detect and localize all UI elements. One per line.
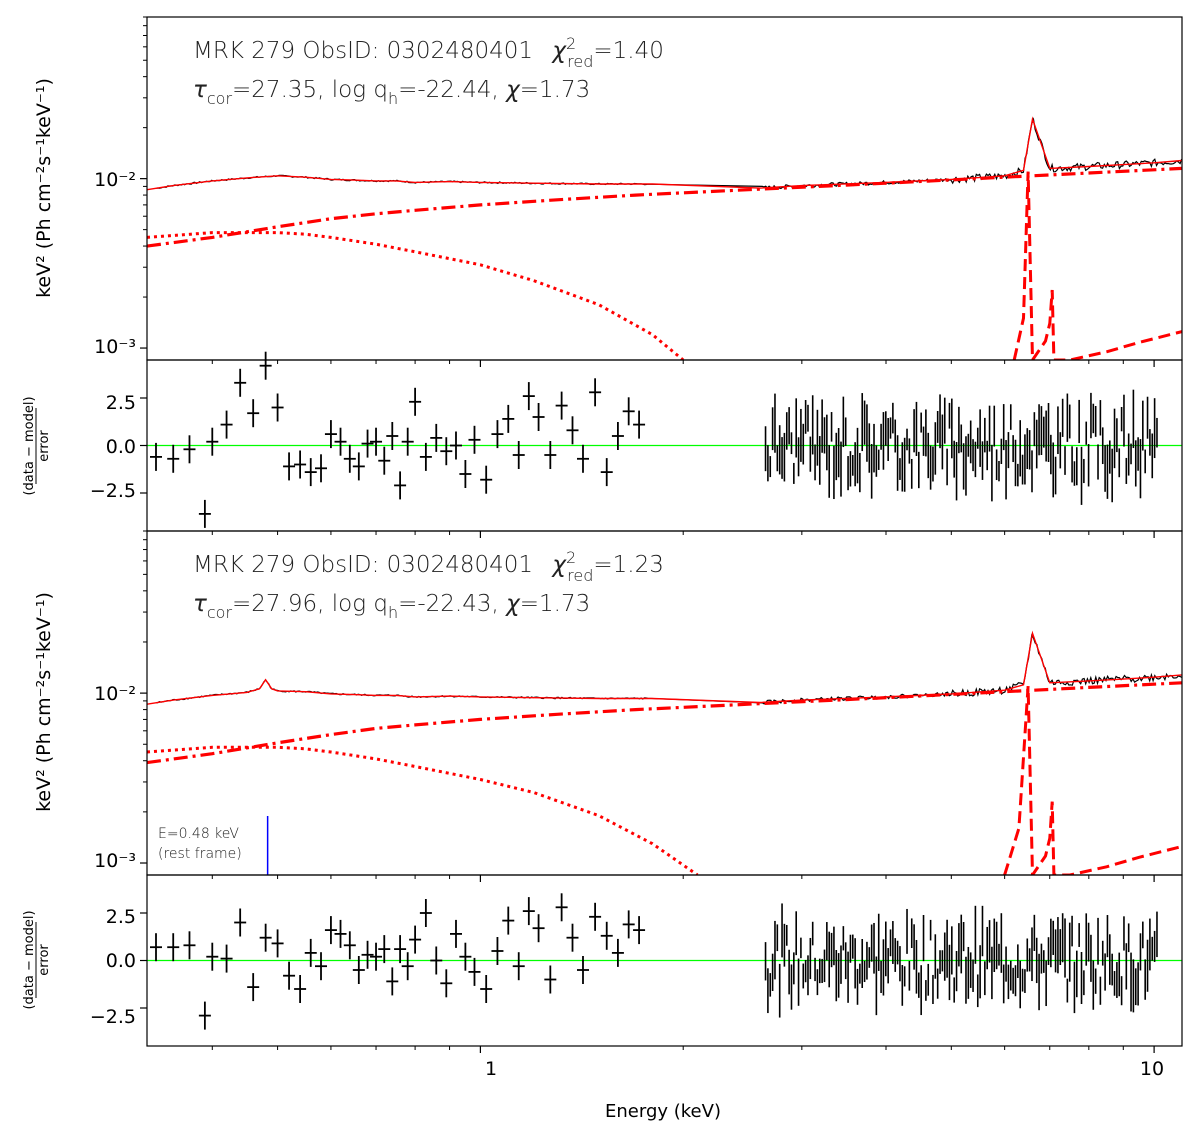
panel1-tau-sub: cor <box>207 89 233 108</box>
resid2-ylabel: (data − model) error <box>22 910 52 1009</box>
panel2-chi-value: =1.23 <box>593 552 663 578</box>
marker-label-2: (rest frame) <box>158 846 242 862</box>
marker-label-1: E=0.48 keV <box>158 826 239 842</box>
spectrum-2-series-0 <box>147 630 1182 705</box>
panel1-annotations: MRK 279 ObsID: 0302480401 χ2 red=1.40 τco… <box>193 34 664 108</box>
spectrum-panel-2-frame <box>146 530 1183 876</box>
panel2-annotations: MRK 279 ObsID: 0302480401 χ2 red=1.23 τco… <box>158 548 664 862</box>
panel2-title: MRK 279 ObsID: 0302480401 <box>193 552 533 578</box>
resid1-ytick-neg: −2.5 <box>90 480 136 502</box>
resid2-ytick-pos: 2.5 <box>106 906 136 928</box>
panel2-ytick-1e-2: 10⁻² <box>94 683 136 705</box>
resid2-ytick-neg: −2.5 <box>90 1006 136 1028</box>
spectrum-1-series-1 <box>147 166 1182 248</box>
panel2-ylabel: keV² (Ph cm⁻²s⁻¹keV⁻¹) <box>33 592 55 812</box>
panel1-chi-sub: red <box>567 52 593 71</box>
panel2-tau-sub: cor <box>207 603 233 622</box>
panel2-ytick-1e-3: 10⁻³ <box>94 850 136 872</box>
panel2-chi-sup: 2 <box>566 548 576 567</box>
panel2-q-value: =-22.43, <box>398 591 506 617</box>
svg-text:MRK 279 ObsID: 0302480401: MRK 279 ObsID: 0302480401 χ2 red=1.40 <box>193 34 664 71</box>
panel1-q-value: =-22.44, <box>398 77 506 103</box>
panel1-chi-symbol: χ <box>550 38 567 64</box>
spectrum-2-series-2 <box>147 745 699 875</box>
panel1-ytick-1e-3: 10⁻³ <box>94 336 136 358</box>
panel1-chi-value: =1.40 <box>593 38 663 64</box>
panel2-chi-symbol: χ <box>550 552 567 578</box>
panel1-chi2-value: =1.73 <box>520 77 590 103</box>
resid1-ylabel: (data − model) error <box>22 396 52 495</box>
xtick-10: 10 <box>1140 1058 1164 1080</box>
panel2-tau-symbol: τ <box>193 591 207 617</box>
resid-panel-1-frame <box>146 359 1183 532</box>
svg-text:τcor=27.96, log qh=-22.43, χ=1: τcor=27.96, log qh=-22.43, χ=1.73 <box>193 591 590 622</box>
panel1-q-sub: h <box>388 89 398 108</box>
xtick-1: 1 <box>485 1058 497 1080</box>
panel1-ylabel: keV² (Ph cm⁻²s⁻¹keV⁻¹) <box>33 78 55 298</box>
panels-layer <box>140 16 1183 1053</box>
spectrum-panel-2-plot <box>147 630 1182 875</box>
panel2-chi2-symbol: χ <box>504 591 521 617</box>
panel2-chi2-value: =1.73 <box>520 591 590 617</box>
resid2-ytick-zero: 0.0 <box>106 950 136 972</box>
spectrum-2-series-3 <box>1003 686 1182 875</box>
spectrum-panel-1-plot <box>147 116 1182 360</box>
panel1-tau-symbol: τ <box>193 77 207 103</box>
resid2-ylabel-num: (data − model) <box>22 910 37 1009</box>
panel1-tau-value: =27.35, log q <box>232 77 388 103</box>
resid2-ylabel-den: error <box>37 944 52 976</box>
panel2-q-sub: h <box>388 603 398 622</box>
x-axis-label: Energy (keV) <box>605 1101 721 1122</box>
panel1-title: MRK 279 ObsID: 0302480401 <box>193 38 533 64</box>
resid1-ytick-zero: 0.0 <box>106 436 136 458</box>
panel1-ytick-1e-2: 10⁻² <box>94 169 136 191</box>
svg-text:τcor=27.35, log qh=-22.44, χ=1: τcor=27.35, log qh=-22.44, χ=1.73 <box>193 77 590 108</box>
panel1-chi2-symbol: χ <box>504 77 521 103</box>
resid-panel-2-frame <box>146 874 1183 1047</box>
spectrum-1-series-2 <box>147 231 685 360</box>
spectrum-1-series-3 <box>1012 171 1182 360</box>
svg-text:MRK 279 ObsID: 0302480401: MRK 279 ObsID: 0302480401 χ2 red=1.23 <box>193 548 664 585</box>
resid1-ytick-pos: 2.5 <box>106 392 136 414</box>
panel2-tau-value: =27.96, log q <box>232 591 388 617</box>
resid1-ylabel-den: error <box>37 430 52 462</box>
resid1-ylabel-num: (data − model) <box>22 396 37 495</box>
panel2-chi-sub: red <box>567 566 593 585</box>
spectrum-2-series-1 <box>147 681 1182 765</box>
spectrum-1-series-0 <box>147 116 1182 191</box>
panel1-chi-sup: 2 <box>566 34 576 53</box>
